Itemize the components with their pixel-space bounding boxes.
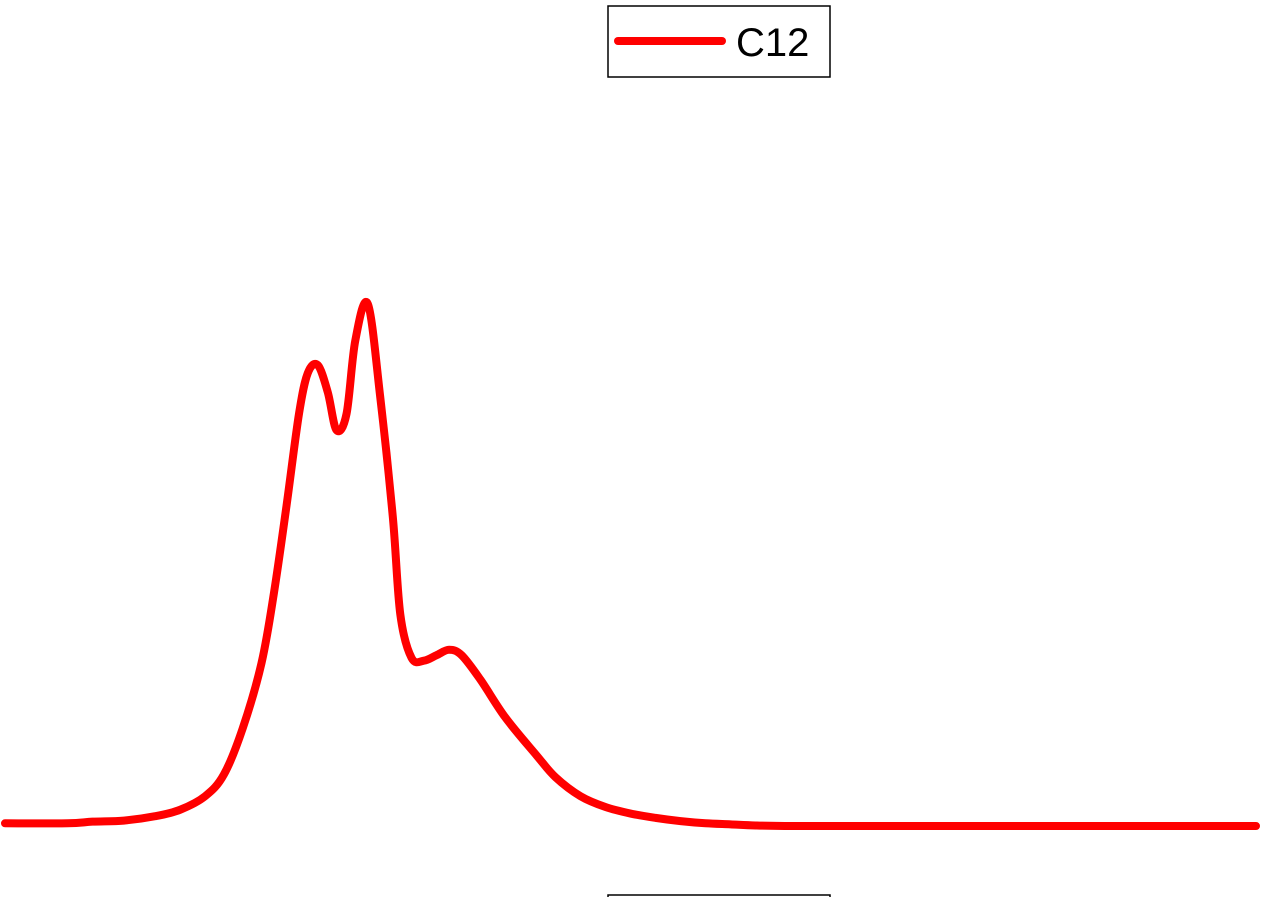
legend-label-c12: C12 [736,21,809,65]
legend: C12 [607,5,831,78]
plot-area [1,297,1260,831]
series-line-c12 [1,297,1260,831]
legend-box-partial [607,894,831,897]
